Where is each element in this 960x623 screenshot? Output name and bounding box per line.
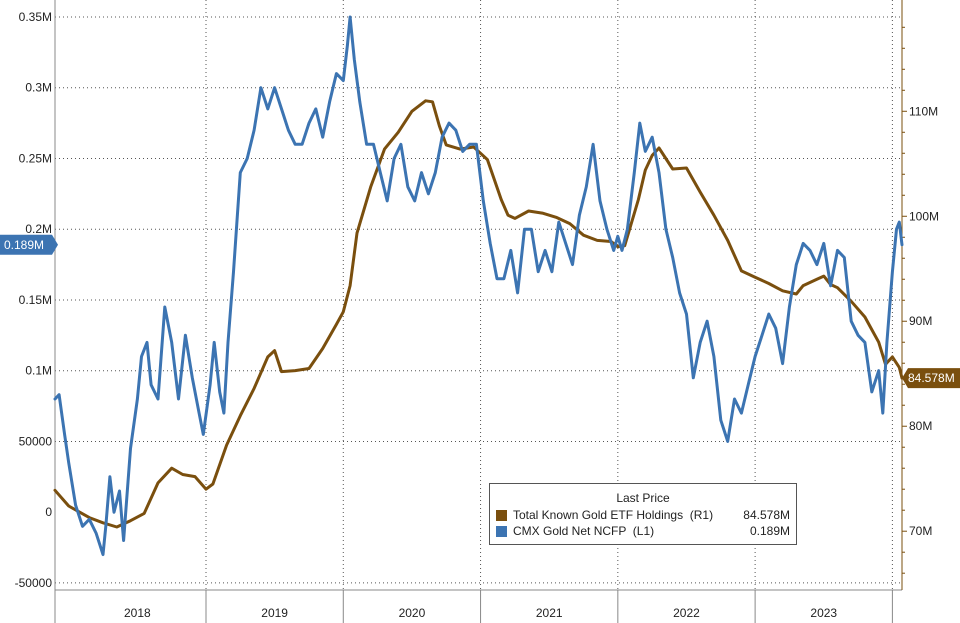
x-tick-label: 2022 — [673, 606, 700, 620]
y-tick-label-left: -50000 — [15, 576, 53, 590]
y-tick-label-right: 100M — [909, 209, 939, 223]
legend-entry-net-ncfp: CMX Gold Net NCFP (L1) 0.189M — [496, 524, 790, 539]
y-tick-label-right: 90M — [909, 314, 932, 328]
y-tick-label-left: 0.35M — [19, 10, 52, 24]
legend-label-net-ncfp: CMX Gold Net NCFP (L1) — [513, 524, 655, 538]
legend-entry-etf-holdings: Total Known Gold ETF Holdings (R1) 84.57… — [496, 508, 790, 523]
y-tick-label-left: 0 — [45, 505, 52, 519]
legend-title: Last Price — [616, 491, 670, 505]
tag-label: 84.578M — [908, 371, 955, 385]
legend-value-etf-holdings: 84.578M — [743, 508, 790, 522]
y-tick-label-right: 80M — [909, 419, 932, 433]
chart-legend: Last Price Total Known Gold ETF Holdings… — [489, 483, 797, 545]
tag-background — [902, 368, 960, 389]
legend-value-net-ncfp: 0.189M — [749, 524, 790, 538]
x-tick-label: 2018 — [124, 606, 151, 620]
y-tick-label-left: 0.1M — [25, 364, 52, 378]
series-lines — [53, 15, 904, 557]
legend-label-etf-holdings: Total Known Gold ETF Holdings (R1) — [513, 508, 714, 522]
x-tick-label: 2021 — [536, 606, 563, 620]
y-tick-label-left: 0.15M — [19, 293, 52, 307]
legend-swatch-net-ncfp — [496, 526, 507, 537]
last-value-tag-left: 0.189M — [0, 234, 58, 255]
tag-label: 0.189M — [4, 238, 44, 252]
y-tick-label-left: 0.3M — [25, 81, 52, 95]
legend-swatch-etf-holdings — [496, 510, 507, 521]
x-tick-label: 2023 — [810, 606, 837, 620]
tag-background — [0, 234, 58, 255]
last-value-tags: 0.189M 84.578M — [0, 234, 960, 389]
y-tick-label-right: 110M — [909, 104, 938, 118]
series-line-etf-holdings — [53, 99, 904, 529]
y-tick-label-left: 0.25M — [19, 151, 52, 165]
axes: 0.35M 0.3M 0.25M 0.2M 0.15M 0.1M 50000 0 -50000 2… — [15, 0, 939, 623]
y-tick-label-right: 70M — [909, 524, 932, 538]
last-value-tag-right: 84.578M — [902, 368, 960, 389]
series-line-net-ncfp — [53, 15, 904, 557]
x-tick-label: 2020 — [399, 606, 426, 620]
y-tick-label-left: 50000 — [19, 434, 53, 448]
y-tick-label-left: 0.2M — [25, 222, 52, 236]
x-tick-label: 2019 — [261, 606, 288, 620]
